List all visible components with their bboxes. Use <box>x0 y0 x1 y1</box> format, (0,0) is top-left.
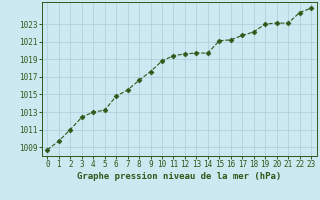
X-axis label: Graphe pression niveau de la mer (hPa): Graphe pression niveau de la mer (hPa) <box>77 172 281 181</box>
